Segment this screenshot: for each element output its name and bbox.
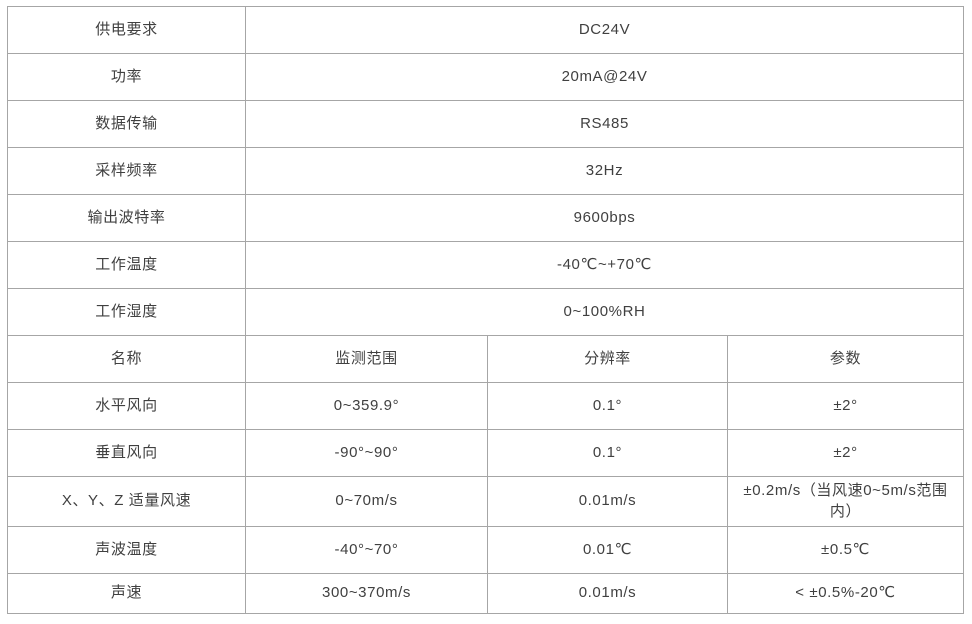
- table-row: 采样频率 32Hz: [7, 147, 965, 195]
- spec-table: 供电要求 DC24V 功率 20mA@24V 数据传输 RS485 采样频率 3…: [7, 6, 965, 614]
- param-resolution: 0.1°: [487, 382, 728, 430]
- table-row: 声波温度 -40°~70° 0.01℃ ±0.5℃: [7, 526, 965, 574]
- param-resolution: 0.01m/s: [487, 476, 728, 527]
- spec-value: -40℃~+70℃: [244, 241, 965, 289]
- spec-label: 工作温度: [7, 241, 246, 289]
- param-range: 0~70m/s: [245, 476, 488, 527]
- spec-value: RS485: [244, 100, 965, 148]
- param-value: ±2°: [726, 382, 965, 430]
- table-row: 声速 300~370m/s 0.01m/s < ±0.5%-20℃: [7, 573, 965, 614]
- table-row: 数据传输 RS485: [7, 100, 965, 148]
- spec-label: 数据传输: [7, 100, 246, 148]
- spec-value: 0~100%RH: [244, 288, 965, 336]
- table-row: 工作湿度 0~100%RH: [7, 288, 965, 336]
- header-resolution: 分辨率: [487, 335, 728, 383]
- table-header-row: 名称 监测范围 分辨率 参数: [7, 335, 965, 383]
- spec-label: 采样频率: [7, 147, 246, 195]
- spec-label: 供电要求: [7, 6, 246, 54]
- spec-value: 32Hz: [244, 147, 965, 195]
- table-row: 垂直风向 -90°~90° 0.1° ±2°: [7, 429, 965, 477]
- spec-label: 输出波特率: [7, 194, 246, 242]
- table-row: 功率 20mA@24V: [7, 53, 965, 101]
- spec-value: 20mA@24V: [244, 53, 965, 101]
- param-resolution: 0.01℃: [487, 526, 728, 574]
- table-row: 水平风向 0~359.9° 0.1° ±2°: [7, 382, 965, 430]
- param-name: 水平风向: [7, 382, 246, 430]
- param-resolution: 0.1°: [487, 429, 728, 477]
- param-value: ±0.2m/s（当风速0~5m/s范围内）: [726, 476, 965, 527]
- header-name: 名称: [7, 335, 246, 383]
- param-range: -40°~70°: [245, 526, 488, 574]
- param-value: ±0.5℃: [726, 526, 965, 574]
- param-value: < ±0.5%-20℃: [726, 573, 965, 614]
- param-range: 300~370m/s: [245, 573, 488, 614]
- table-row: X、Y、Z 适量风速 0~70m/s 0.01m/s ±0.2m/s（当风速0~…: [7, 476, 965, 527]
- table-row: 输出波特率 9600bps: [7, 194, 965, 242]
- spec-value: DC24V: [244, 6, 965, 54]
- spec-value: 9600bps: [244, 194, 965, 242]
- param-resolution: 0.01m/s: [487, 573, 728, 614]
- table-row: 供电要求 DC24V: [7, 6, 965, 54]
- header-param: 参数: [726, 335, 965, 383]
- spec-label: 工作湿度: [7, 288, 246, 336]
- table-row: 工作温度 -40℃~+70℃: [7, 241, 965, 289]
- spec-label: 功率: [7, 53, 246, 101]
- param-name: 声波温度: [7, 526, 246, 574]
- param-range: 0~359.9°: [245, 382, 488, 430]
- param-name: X、Y、Z 适量风速: [7, 476, 246, 527]
- param-value: ±2°: [726, 429, 965, 477]
- param-range: -90°~90°: [245, 429, 488, 477]
- header-range: 监测范围: [245, 335, 488, 383]
- param-name: 声速: [7, 573, 246, 614]
- param-name: 垂直风向: [7, 429, 246, 477]
